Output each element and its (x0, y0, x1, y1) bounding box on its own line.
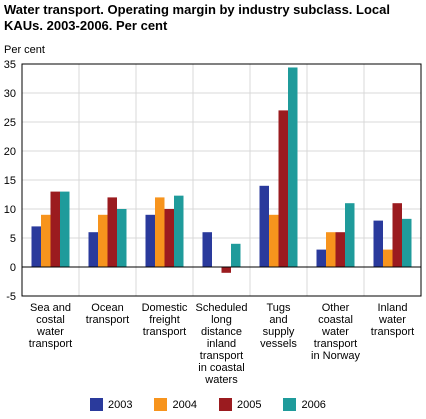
bar-2005 (335, 232, 345, 267)
y-tick-label: 15 (4, 175, 16, 187)
bar-2003 (259, 185, 269, 267)
y-tick-label: 10 (4, 204, 16, 216)
bar-2003 (373, 220, 383, 267)
bar-2004 (269, 214, 279, 267)
legend-swatch (90, 398, 103, 411)
legend-swatch (283, 398, 297, 411)
legend: 2003 2004 2005 2006 (90, 398, 326, 411)
legend-label: 2005 (236, 398, 262, 411)
bar-2005 (164, 209, 174, 267)
legend-item-2006: 2006 (283, 398, 326, 411)
chart-title: Water transport. Operating margin by ind… (4, 2, 390, 33)
bar-2004 (41, 214, 51, 267)
legend-item-2005: 2005 (218, 398, 262, 411)
bar-2005 (278, 110, 288, 268)
y-tick-label: 5 (10, 233, 16, 245)
bar-2006 (345, 203, 355, 267)
bar-2004 (98, 214, 108, 267)
bar-2005 (50, 191, 60, 267)
y-tick-label: -5 (6, 291, 16, 303)
legend-swatch (218, 398, 232, 411)
bar-2006 (60, 191, 70, 267)
x-category-label: Inland water transport (371, 302, 414, 338)
x-category-label: Scheduled long distance inland transport in c… (196, 302, 248, 386)
bar-2005 (392, 203, 402, 267)
bar-2003 (316, 249, 326, 267)
bar-2004 (326, 232, 336, 267)
plot-border (21, 63, 422, 297)
bar-2003 (31, 226, 41, 267)
legend-swatch (154, 398, 168, 411)
bar-2004 (155, 197, 165, 267)
bar-2006 (174, 195, 184, 267)
legend-label: 2003 (108, 398, 133, 411)
bar-2006 (402, 218, 412, 267)
legend-item-2004: 2004 (154, 398, 197, 411)
bar-2006 (117, 209, 127, 267)
bar-2004 (383, 249, 393, 267)
legend-label: 2006 (301, 398, 326, 411)
y-tick-label: 25 (4, 117, 16, 129)
y-tick-label: 30 (4, 88, 16, 100)
bar-2003 (88, 232, 98, 267)
bar-2006 (288, 67, 298, 267)
x-category-label: Sea and costal water transport (29, 302, 72, 350)
x-category-label: Ocean transport (86, 302, 129, 326)
bar-2005 (107, 197, 117, 267)
y-tick-label: 20 (4, 146, 16, 158)
y-tick-label: 0 (10, 262, 16, 274)
y-tick-label: 35 (4, 59, 16, 71)
y-axis-unit-label: Per cent (4, 44, 45, 56)
bar-2006 (231, 243, 241, 267)
legend-item-2003: 2003 (90, 398, 132, 411)
bar-2005 (221, 267, 231, 273)
bar-2003 (145, 214, 155, 267)
legend-label: 2004 (172, 398, 197, 411)
x-category-label: Domestic freight transport (142, 302, 188, 338)
bar-2003 (202, 232, 212, 267)
x-category-label: Tugs and supply vessels (260, 302, 297, 350)
x-category-label: Other coastal water transport in Norway (311, 302, 360, 362)
